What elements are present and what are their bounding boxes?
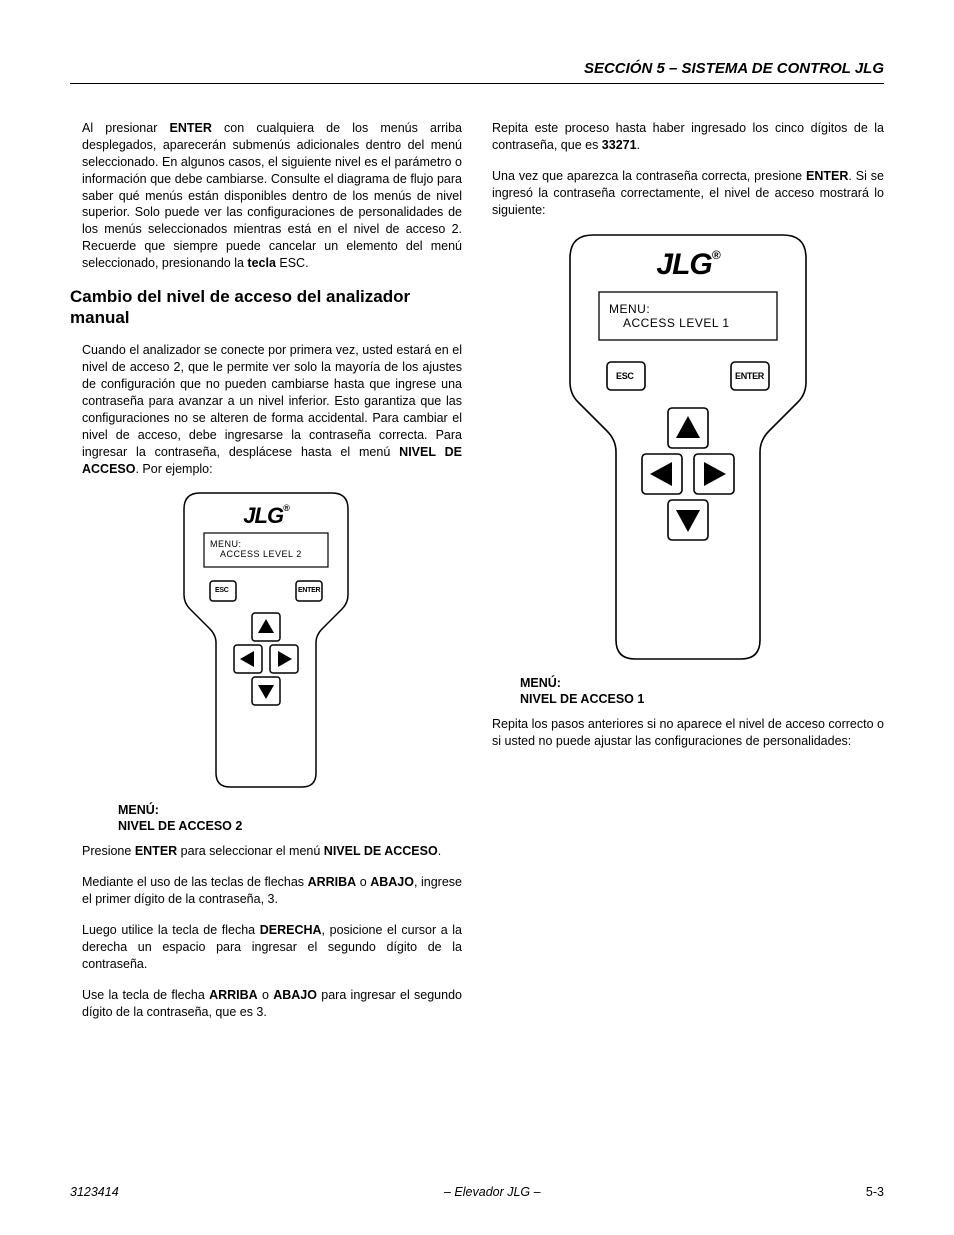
content-columns: Al presionar ENTER con cualquiera de los… [70,120,884,1034]
text: ESC. [276,256,309,270]
caption-block-2: MENÚ: NIVEL DE ACCESO 1 [520,676,884,706]
text: Una vez que aparezca la contraseña corre… [492,169,806,183]
analyzer-device: JLG® MENU: ACCESS LEVEL 2 ESC ENTER [182,491,350,789]
para-intro: Al presionar ENTER con cualquiera de los… [82,120,462,272]
enter-button-label: ENTER [298,587,320,594]
text: con cualquiera de los menús arriba despl… [82,121,462,270]
text: 33271 [602,138,637,152]
text: o [356,875,370,889]
text: DERECHA [260,923,322,937]
caption-block-1: MENÚ: NIVEL DE ACCESO 2 [118,803,462,833]
text: o [258,988,274,1002]
text: Cuando el analizador se conecte por prim… [82,343,462,458]
para-enter-pwd: Una vez que aparezca la contraseña corre… [492,168,884,219]
left-column: Al presionar ENTER con cualquiera de los… [70,120,462,1034]
analyzer-screen: MENU: ACCESS LEVEL 1 [609,302,730,330]
jlg-logo-icon: JLG® [182,503,350,529]
text: ENTER [135,844,177,858]
para-press-enter: Presione ENTER para seleccionar el menú … [82,843,462,860]
para-second-digit: Use la tecla de flecha ARRIBA o ABAJO pa… [82,987,462,1021]
analyzer-screen: MENU: ACCESS LEVEL 2 [210,539,302,559]
page-footer: 3123414 – Elevador JLG – 5-3 [70,1185,884,1199]
caption-menu: MENÚ: [520,676,884,690]
para-right-arrow: Luego utilice la tecla de flecha DERECHA… [82,922,462,973]
esc-button-label: ESC [616,371,634,381]
analyzer-outline [182,491,350,789]
caption-menu: MENÚ: [118,803,462,817]
para-repeat-steps: Repita los pasos anteriores si no aparec… [492,716,884,750]
right-column: Repita este proceso hasta haber ingresad… [492,120,884,1034]
caption-level: NIVEL DE ACCESO 1 [520,692,884,706]
analyzer-outline [567,232,809,662]
text: ARRIBA [308,875,357,889]
screen-line-1: MENU: [609,302,730,316]
para-repeat: Repita este proceso hasta haber ingresad… [492,120,884,154]
screen-line-2: ACCESS LEVEL 2 [210,549,302,559]
text-enter: ENTER [170,121,212,135]
text: Presione [82,844,135,858]
screen-line-2: ACCESS LEVEL 1 [609,316,730,330]
screen-line-1: MENU: [210,539,302,549]
text: Al presionar [82,121,170,135]
text: . Por ejemplo: [135,462,212,476]
text: Luego utilice la tecla de flecha [82,923,260,937]
footer-docnum: 3123414 [70,1185,119,1199]
page: SECCIÓN 5 – SISTEMA DE CONTROL JLG Al pr… [0,0,954,1235]
analyzer-figure-2: JLG® MENU: ACCESS LEVEL 1 ESC ENTER [492,232,884,662]
text: . [637,138,640,152]
footer-product: – Elevador JLG – [444,1185,541,1199]
text: Use la tecla de flecha [82,988,209,1002]
text: Repita este proceso hasta haber ingresad… [492,121,884,152]
text: ABAJO [273,988,317,1002]
text: ABAJO [370,875,414,889]
text: ENTER [806,169,848,183]
heading-access-level: Cambio del nivel de acceso del analizado… [70,286,462,329]
text: ARRIBA [209,988,258,1002]
caption-level: NIVEL DE ACCESO 2 [118,819,462,833]
para-access-desc: Cuando el analizador se conecte por prim… [82,342,462,477]
section-header: SECCIÓN 5 – SISTEMA DE CONTROL JLG [70,60,884,84]
footer-pagenum: 5-3 [866,1185,884,1199]
analyzer-figure-1: JLG® MENU: ACCESS LEVEL 2 ESC ENTER [70,491,462,789]
jlg-logo-icon: JLG® [567,248,809,282]
analyzer-device: JLG® MENU: ACCESS LEVEL 1 ESC ENTER [567,232,809,662]
text: . [438,844,441,858]
enter-button-label: ENTER [735,371,764,381]
text: para seleccionar el menú [177,844,324,858]
text: Mediante el uso de las teclas de flechas [82,875,308,889]
text-tecla: tecla [247,256,276,270]
text: NIVEL DE ACCESO [324,844,438,858]
para-arrows: Mediante el uso de las teclas de flechas… [82,874,462,908]
esc-button-label: ESC [215,587,229,594]
